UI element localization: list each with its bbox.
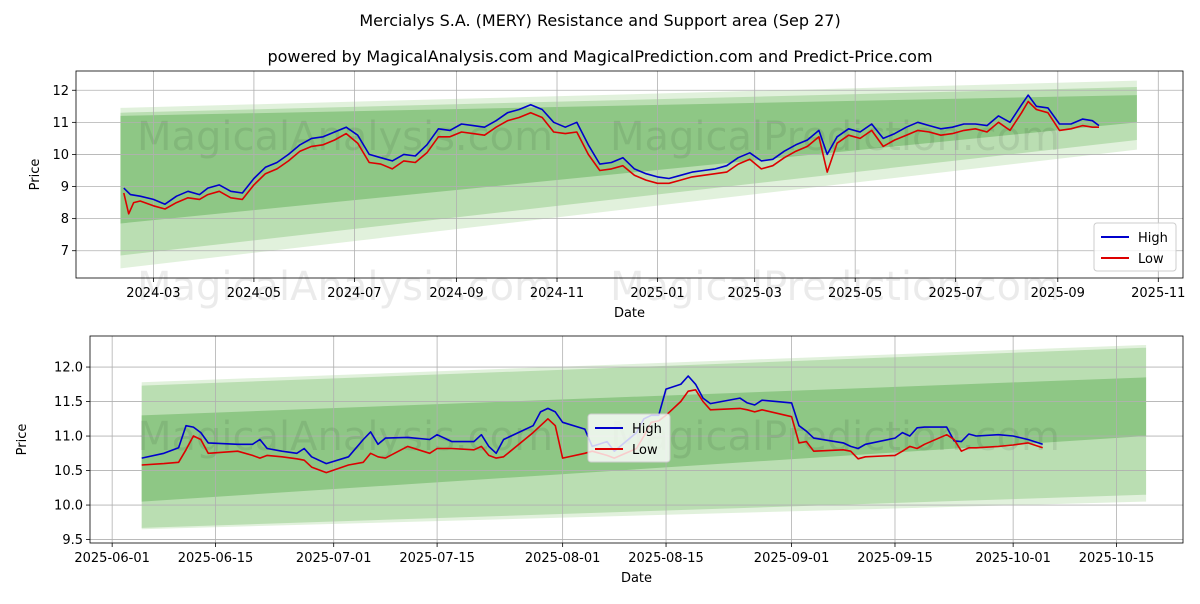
y-tick-label: 9.5 — [62, 533, 83, 548]
watermark: MagicalPrediction.com — [610, 414, 1060, 460]
y-tick-label: 8 — [61, 212, 69, 227]
x-tick-label: 2025-10-01 — [975, 551, 1051, 566]
watermark: MagicalPrediction.com — [610, 264, 1060, 310]
x-tick-label: 2025-03 — [728, 286, 782, 301]
plot-frame — [89, 335, 1184, 544]
legend-label: Low — [1138, 252, 1164, 267]
x-tick-label: 2025-05 — [828, 286, 882, 301]
x-tick-label: 2025-07 — [929, 286, 983, 301]
chart-title: Mercialys S.A. (MERY) Resistance and Sup… — [359, 11, 840, 30]
legend: High Low — [1093, 222, 1177, 272]
y-tick-label: 12.0 — [54, 361, 83, 376]
y-tick-label: 9 — [61, 180, 69, 195]
legend-label: High — [632, 422, 662, 437]
series-line-high — [123, 94, 1100, 205]
bands-group — [120, 80, 1137, 269]
y-tick-label: 11.5 — [54, 395, 83, 410]
x-tick-label: 2025-10-15 — [1079, 551, 1155, 566]
x-tick-label: 2025-09-15 — [857, 551, 933, 566]
grid-group: 2025-06-01 2025-06-15 2025-07-01 2025-07-15… — [54, 336, 1183, 566]
plot-frame — [75, 70, 1184, 279]
x-axis-label: Date — [621, 571, 652, 586]
x-tick-label: 2025-06-15 — [178, 551, 254, 566]
grid-group: 2024-03 2024-05 2024-07 2024-09 2024-11 2025-… — [52, 71, 1185, 301]
y-tick-label: 12 — [52, 84, 69, 99]
watermark: MagicalAnalysis.com — [137, 414, 553, 460]
top-chart-panel: 2024-03 2024-05 2024-07 2024-09 2024-11 2025-… — [28, 70, 1185, 321]
y-tick-label: 10.0 — [54, 499, 83, 514]
y-axis-label: Price — [15, 424, 30, 456]
x-axis-label: Date — [614, 306, 645, 321]
band-inner — [120, 95, 1137, 224]
x-tick-label: 2025-09-01 — [754, 551, 830, 566]
x-tick-label: 2024-11 — [530, 286, 584, 301]
x-tick-label: 2025-06-01 — [74, 551, 150, 566]
chart-subtitle: powered by MagicalAnalysis.com and Magic… — [267, 47, 932, 66]
legend-label: Low — [632, 443, 658, 458]
watermark: MagicalAnalysis.com — [137, 114, 553, 160]
legend-label: High — [1138, 231, 1168, 246]
y-axis-label: Price — [28, 159, 43, 191]
watermark: MagicalPrediction.com — [610, 114, 1060, 160]
y-tick-label: 10 — [52, 148, 69, 163]
x-tick-label: 2025-07-15 — [399, 551, 475, 566]
x-tick-label: 2024-05 — [227, 286, 281, 301]
x-tick-label: 2025-08-15 — [628, 551, 704, 566]
y-tick-label: 10.5 — [54, 464, 83, 479]
x-tick-label: 2024-09 — [429, 286, 483, 301]
bottom-chart-panel: 2025-06-01 2025-06-15 2025-07-01 2025-07-15… — [15, 335, 1184, 586]
legend: High Low — [587, 413, 671, 463]
x-tick-label: 2025-08-01 — [525, 551, 601, 566]
x-tick-label: 2025-07-01 — [296, 551, 372, 566]
y-tick-label: 11 — [52, 116, 69, 131]
x-tick-label: 2025-09 — [1031, 286, 1085, 301]
watermark: MagicalAnalysis.com — [137, 264, 553, 310]
series-line-low — [123, 100, 1099, 215]
series-group — [123, 94, 1100, 215]
x-tick-label: 2024-03 — [126, 286, 180, 301]
x-tick-label: 2024-07 — [327, 286, 381, 301]
x-tick-label: 2025-01 — [630, 286, 684, 301]
y-tick-label: 7 — [61, 244, 69, 259]
y-tick-label: 11.0 — [54, 430, 83, 445]
x-tick-label: 2025-11 — [1131, 286, 1185, 301]
